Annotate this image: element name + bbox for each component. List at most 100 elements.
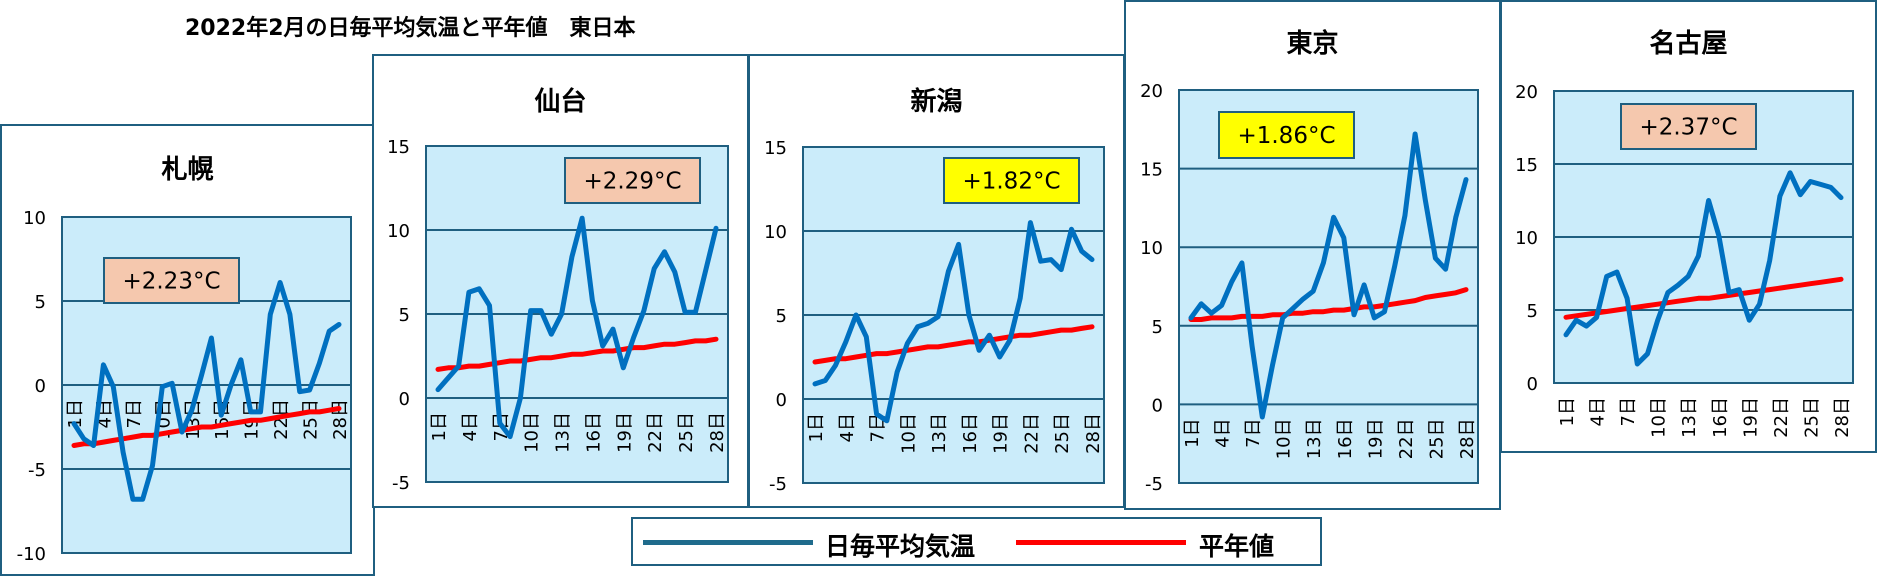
legend-daily-swatch bbox=[643, 540, 813, 545]
anomaly-label: +2.37°C bbox=[1639, 115, 1737, 141]
anomaly-box bbox=[1620, 103, 1757, 150]
x-tick-label: 19日 bbox=[991, 413, 1012, 454]
y-tick-label: 0 bbox=[399, 389, 410, 410]
y-tick-label: 15 bbox=[387, 137, 410, 158]
y-tick-label: 5 bbox=[776, 306, 787, 327]
x-tick-label: 10日 bbox=[1649, 397, 1670, 438]
y-tick-label: 10 bbox=[387, 221, 410, 242]
x-tick-label: 28日 bbox=[1083, 413, 1104, 454]
y-tick-label: 20 bbox=[1515, 82, 1538, 103]
y-tick-label: -5 bbox=[392, 473, 410, 494]
x-tick-label: 13日 bbox=[553, 412, 574, 453]
y-tick-label: 0 bbox=[776, 390, 787, 411]
normal-series-line bbox=[1188, 287, 1469, 322]
x-tick-label: 13日 bbox=[1304, 418, 1325, 459]
x-tick-label: 25日 bbox=[676, 412, 697, 453]
anomaly-label: +2.23°C bbox=[122, 269, 220, 295]
daily-series-line bbox=[1563, 170, 1844, 367]
x-tick-label: 16日 bbox=[1335, 418, 1356, 459]
y-tick-label: 0 bbox=[35, 376, 46, 397]
normal-series-line bbox=[71, 406, 342, 448]
y-tick-label: 5 bbox=[35, 292, 46, 313]
main-title: 2022年2月の日毎平均気温と平年値 東日本 bbox=[185, 16, 636, 41]
x-tick-label: 22日 bbox=[1771, 397, 1792, 438]
normal-series-line bbox=[435, 336, 719, 372]
chart-title: 仙台 bbox=[534, 86, 586, 117]
daily-series-line bbox=[71, 280, 342, 502]
x-tick-label: 19日 bbox=[1365, 418, 1386, 459]
x-tick-label: 1日 bbox=[1557, 397, 1578, 426]
x-tick-label: 25日 bbox=[1052, 413, 1073, 454]
y-tick-label: 20 bbox=[1140, 81, 1163, 102]
x-tick-label: 10日 bbox=[1274, 418, 1295, 459]
y-tick-label: 5 bbox=[1152, 317, 1163, 338]
x-tick-label: 1日 bbox=[429, 412, 450, 441]
y-tick-label: 10 bbox=[1515, 228, 1538, 249]
y-tick-label: 10 bbox=[23, 208, 46, 229]
chart-title: 新潟 bbox=[910, 86, 962, 117]
normal-series-line bbox=[1563, 276, 1844, 320]
x-tick-label: 7日 bbox=[124, 399, 145, 428]
x-tick-label: 16日 bbox=[960, 413, 981, 454]
legend-normal-swatch bbox=[1016, 540, 1186, 545]
anomaly-label: +1.82°C bbox=[962, 169, 1060, 195]
x-tick-label: 13日 bbox=[929, 413, 950, 454]
y-tick-label: -10 bbox=[17, 544, 46, 565]
x-tick-label: 7日 bbox=[1618, 397, 1639, 426]
x-tick-label: 19日 bbox=[614, 412, 635, 453]
x-tick-label: 16日 bbox=[212, 399, 233, 440]
chart-panel-3: 東京 20 15 10 5 0 -5 1日 4日 7日 10日 13日 16日 19日 22日 25日 28日 +… bbox=[1124, 0, 1501, 510]
anomaly-label: +2.29°C bbox=[583, 169, 681, 195]
y-tick-label: 5 bbox=[1527, 301, 1538, 322]
x-tick-label: 25日 bbox=[1801, 397, 1822, 438]
x-tick-label: 1日 bbox=[65, 399, 86, 428]
anomaly-box bbox=[103, 257, 240, 304]
x-tick-label: 19日 bbox=[1740, 397, 1761, 438]
x-tick-label: 28日 bbox=[707, 412, 728, 453]
anomaly-box bbox=[1218, 111, 1355, 159]
y-tick-label: 5 bbox=[399, 305, 410, 326]
x-tick-label: 25日 bbox=[1426, 418, 1447, 459]
y-tick-label: 0 bbox=[1527, 374, 1538, 395]
x-tick-label: 25日 bbox=[301, 399, 322, 440]
normal-series-line bbox=[812, 324, 1095, 365]
y-tick-label: 15 bbox=[764, 138, 787, 159]
chart-title: 東京 bbox=[1286, 28, 1338, 59]
x-tick-label: 4日 bbox=[1213, 418, 1234, 447]
legend-daily-label: 日毎平均気温 bbox=[825, 532, 976, 561]
daily-series-line bbox=[1188, 131, 1469, 420]
x-tick-label: 10日 bbox=[522, 412, 543, 453]
x-tick-label: 28日 bbox=[330, 399, 351, 440]
x-tick-label: 1日 bbox=[1182, 418, 1203, 447]
anomaly-box bbox=[943, 157, 1080, 204]
x-tick-label: 16日 bbox=[583, 412, 604, 453]
y-tick-label: 0 bbox=[1152, 395, 1163, 416]
x-tick-label: 13日 bbox=[1679, 397, 1700, 438]
x-tick-label: 22日 bbox=[271, 399, 292, 440]
x-tick-label: 28日 bbox=[1832, 397, 1853, 438]
chart-title: 名古屋 bbox=[1649, 28, 1727, 59]
anomaly-label: +1.86°C bbox=[1237, 123, 1335, 149]
x-tick-label: 22日 bbox=[1396, 418, 1417, 459]
y-tick-label: 15 bbox=[1140, 160, 1163, 181]
x-tick-label: 22日 bbox=[1021, 413, 1042, 454]
y-tick-label: 10 bbox=[1140, 238, 1163, 259]
daily-series-line bbox=[812, 220, 1095, 424]
daily-series-line bbox=[435, 215, 719, 440]
x-tick-label: 4日 bbox=[1588, 397, 1609, 426]
anomaly-box bbox=[564, 157, 701, 204]
legend: 日毎平均気温 平年値 bbox=[631, 517, 1322, 566]
chart-title: 札幌 bbox=[161, 155, 213, 185]
y-tick-label: -5 bbox=[1145, 474, 1163, 495]
legend-normal-label: 平年値 bbox=[1199, 532, 1275, 561]
x-tick-label: 16日 bbox=[1710, 397, 1731, 438]
x-tick-label: 10日 bbox=[898, 413, 919, 454]
y-tick-label: -5 bbox=[769, 474, 787, 495]
x-tick-label: 22日 bbox=[645, 412, 666, 453]
y-tick-label: -5 bbox=[28, 460, 46, 481]
chart-panel-4: 名古屋 20 15 10 5 0 1日 4日 7日 10日 13日 16日 19日 22日 25日 28日 +2… bbox=[1500, 0, 1877, 453]
y-tick-label: 10 bbox=[764, 222, 787, 243]
